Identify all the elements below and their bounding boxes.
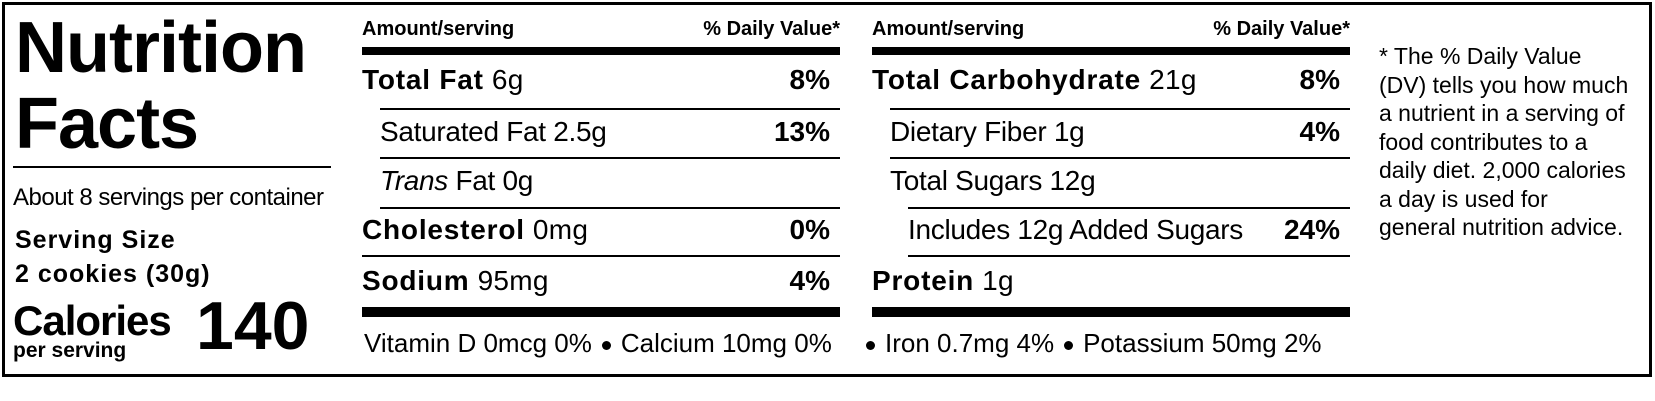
header-dv: % Daily Value*: [1213, 18, 1350, 40]
nutrient-amount: 1g: [1053, 116, 1085, 147]
bullet: [866, 340, 875, 350]
calories-sub: per serving: [13, 339, 127, 362]
bullet: [601, 340, 611, 350]
servings: About 8 servings per container: [13, 184, 324, 211]
serving-size: 2 cookies (30g): [15, 260, 211, 288]
row-rule: [380, 157, 840, 159]
footnote: * The % Daily Value (DV) tells you how m…: [1379, 43, 1629, 240]
daily-value: 8%: [789, 64, 830, 95]
nutrient-amount: 1g: [982, 265, 1014, 296]
vitamins: Vitamin D 0mcg 0% Calcium 10mg 0%: [364, 328, 832, 359]
calories: 140: [196, 288, 310, 364]
nutrient-name: Total Carbohydrate: [872, 64, 1142, 95]
row-rule: [908, 255, 1350, 257]
nutrient-italic: Trans: [380, 165, 448, 196]
nutrient-amount: 6g: [491, 64, 524, 95]
nutrient-name: Saturated Fat: [380, 116, 546, 147]
daily-value: 0%: [789, 214, 830, 245]
nutrient-amount: 0g: [502, 165, 534, 196]
nutrient-row: Trans Fat 0g: [380, 165, 533, 197]
vitamin: Potassium 50mg 2%: [1083, 328, 1322, 358]
row-rule: [908, 207, 1350, 209]
nutrient-name: Cholesterol: [362, 214, 525, 245]
header-dv: % Daily Value*: [703, 18, 840, 40]
row-rule: [890, 108, 1350, 110]
nutrient-row: Total Carbohydrate 21g: [872, 64, 1197, 96]
nutrient-name: Total Sugars: [890, 165, 1043, 196]
nutrient-amount: 12g: [1049, 165, 1096, 196]
vitamins: Iron 0.7mg 4% Potassium 50mg 2%: [866, 328, 1322, 359]
row-rule: [362, 255, 840, 257]
title: Nutrition Facts: [15, 8, 307, 164]
row-rule: [890, 157, 1350, 159]
vitamin: Iron 0.7mg 4%: [885, 328, 1055, 358]
nutrient-name: Sodium: [362, 265, 470, 296]
nutrient-row: Total Fat 6g: [362, 64, 524, 96]
nutrient-row: Dietary Fiber 1g: [890, 116, 1085, 148]
daily-value: 24%: [1283, 214, 1340, 245]
nutrient-name: Includes 12g Added Sugars: [908, 214, 1243, 245]
vitamin: Calcium 10mg 0%: [620, 328, 832, 358]
row-rule: [380, 207, 840, 209]
daily-value: 4%: [1299, 116, 1340, 147]
nutrient-amount: 0mg: [532, 214, 589, 245]
daily-value: 4%: [789, 265, 830, 296]
label-border: [2, 2, 1652, 377]
thick-rule: [362, 307, 840, 317]
nutrient-name: Fat: [455, 165, 496, 196]
daily-value: 13%: [773, 116, 830, 147]
thick-rule: [872, 47, 1350, 55]
serving-size-label: Serving Size: [15, 226, 176, 254]
rule: [13, 166, 331, 168]
row-rule: [380, 108, 840, 110]
bullet: [1064, 340, 1074, 350]
header-amount: Amount/serving: [362, 18, 515, 40]
nutrient-name: Dietary Fiber: [890, 116, 1047, 147]
nutrient-row: Cholesterol 0mg: [362, 214, 588, 246]
thick-rule: [872, 307, 1350, 317]
nutrient-amount: 95mg: [477, 265, 549, 296]
vitamin: Vitamin D 0mcg 0%: [364, 328, 592, 358]
thick-rule: [362, 47, 840, 55]
header-amount: Amount/serving: [872, 18, 1025, 40]
nutrient-row: Sodium 95mg: [362, 265, 549, 297]
nutrient-amount: 2.5g: [553, 116, 607, 147]
nutrient-row: Saturated Fat 2.5g: [380, 116, 607, 148]
daily-value: 8%: [1299, 64, 1340, 95]
nutrient-name: Protein: [872, 265, 975, 296]
calories-label: Calories: [13, 297, 172, 344]
nutrient-amount: 21g: [1149, 64, 1197, 95]
nutrient-name: Total Fat: [362, 64, 484, 95]
nutrient-row: Includes 12g Added Sugars: [908, 214, 1243, 246]
nutrient-row: Total Sugars 12g: [890, 165, 1096, 197]
nutrient-row: Protein 1g: [872, 265, 1014, 297]
